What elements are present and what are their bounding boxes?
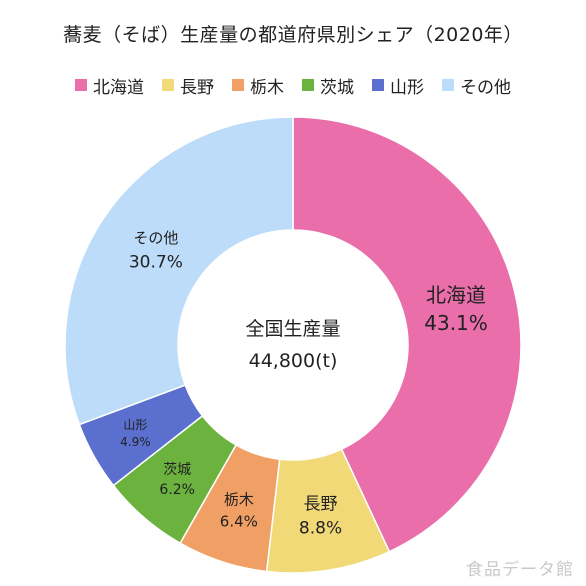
slice-label: 栃木 (224, 490, 254, 508)
slice-value-label: 4.9% (120, 435, 151, 449)
slice-value-label: 6.2% (159, 482, 195, 498)
slice-label: 北海道 (426, 283, 486, 307)
legend-item: 長野 (162, 73, 214, 98)
legend-label: 栃木 (250, 77, 284, 98)
legend-swatch (232, 79, 244, 91)
pie-slice (64, 116, 294, 426)
slice-value-label: 6.4% (220, 512, 258, 530)
legend-swatch (372, 79, 384, 91)
legend-swatch (302, 79, 314, 91)
legend-swatch (162, 79, 174, 91)
slice-value-label: 43.1% (424, 311, 488, 335)
legend-item: 山形 (372, 73, 424, 98)
center-label: 全国生産量 (245, 318, 340, 340)
slice-label: 長野 (304, 494, 338, 514)
legend-item: 栃木 (232, 73, 284, 98)
legend-item: 北海道 (75, 73, 144, 98)
chart-title: 蕎麦（そば）生産量の都道府県別シェア（2020年） (63, 24, 523, 46)
slice-label: その他 (133, 229, 178, 247)
slice-value-label: 8.8% (299, 518, 342, 538)
legend-swatch (442, 79, 454, 91)
watermark: 食品データ館 (466, 560, 574, 580)
legend-label: 長野 (180, 77, 214, 98)
legend-item: 茨城 (302, 73, 354, 98)
legend: 北海道 長野 栃木 茨城 山形 その他 (0, 73, 586, 98)
legend-item: その他 (442, 73, 511, 98)
legend-label: 北海道 (93, 77, 144, 98)
legend-swatch (75, 79, 87, 91)
pie-slice (292, 116, 522, 553)
center-value: 44,800(t) (249, 350, 338, 372)
slice-label: 山形 (123, 418, 147, 432)
slice-label: 茨城 (163, 462, 191, 478)
slice-value-label: 30.7% (129, 253, 183, 273)
legend-label: 山形 (390, 77, 424, 98)
legend-label: その他 (460, 77, 511, 98)
legend-label: 茨城 (320, 77, 354, 98)
